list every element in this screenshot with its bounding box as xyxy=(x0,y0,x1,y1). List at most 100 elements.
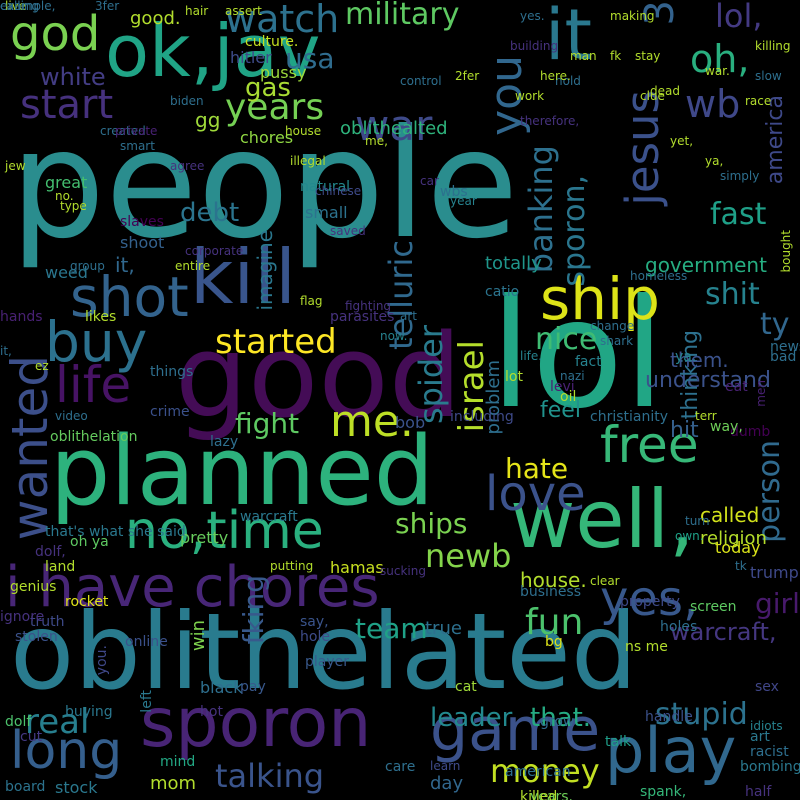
word-157: own. xyxy=(675,529,704,543)
word-70: government xyxy=(645,253,767,277)
word-144: talk xyxy=(605,734,632,750)
word-53: nice xyxy=(535,322,598,357)
word-150: spank, xyxy=(640,784,687,800)
word-8: sporon xyxy=(140,684,372,763)
word-92: religion xyxy=(700,528,767,549)
word-141: bg xyxy=(545,634,563,650)
word-6: kill xyxy=(190,233,296,321)
word-115: board xyxy=(5,779,46,795)
word-178: bought xyxy=(779,230,793,273)
word-127: truth xyxy=(30,614,65,630)
word-106: lazy xyxy=(210,434,239,450)
word-128: rocket xyxy=(65,594,109,610)
word-235: example, xyxy=(0,0,56,13)
word-43: stupid xyxy=(655,697,748,732)
word-21: yes, xyxy=(600,571,699,627)
word-196: type xyxy=(60,199,87,213)
word-140: sex xyxy=(755,679,779,695)
word-148: bombing xyxy=(740,759,800,775)
word-34: lol, xyxy=(715,0,763,35)
word-153: american xyxy=(505,764,571,780)
word-37: white xyxy=(40,63,106,91)
word-198: jew xyxy=(5,159,26,173)
word-16: shot xyxy=(70,265,189,329)
word-223: man xyxy=(570,49,597,63)
word-206: illegal xyxy=(290,154,326,168)
word-193: slaves xyxy=(120,214,164,230)
word-38: america xyxy=(763,95,788,185)
word-5: ok,jav xyxy=(105,9,321,93)
word-52: sporon, xyxy=(557,175,592,287)
word-60: warcraft, xyxy=(670,618,777,646)
word-165: bad xyxy=(770,349,797,365)
word-82: pussy xyxy=(260,63,307,82)
word-69: understand xyxy=(645,368,771,393)
word-222: building xyxy=(510,39,559,53)
word-205: me, xyxy=(365,134,388,148)
word-224: fk xyxy=(610,49,622,63)
word-184: likes xyxy=(85,309,117,325)
word-154: care xyxy=(385,759,416,775)
word-149: half xyxy=(745,784,772,800)
word-100: oh ya xyxy=(70,534,109,550)
word-4: good xyxy=(175,310,462,444)
word-221: control xyxy=(400,74,442,88)
word-176: including xyxy=(450,409,514,425)
word-183: fighting xyxy=(345,299,392,313)
word-199: agree xyxy=(170,159,205,173)
word-101: land xyxy=(45,559,76,575)
word-160: way, xyxy=(710,419,743,435)
word-9: i have chores xyxy=(5,555,380,620)
word-84: oblithealted xyxy=(340,118,448,139)
word-175: lot xyxy=(505,369,523,385)
word-98: that's what she said xyxy=(45,524,186,540)
word-202: private xyxy=(115,124,158,138)
word-105: crime xyxy=(150,404,190,420)
word-81: hitler xyxy=(230,48,272,67)
word-19: life xyxy=(55,356,132,414)
word-131: say, xyxy=(300,614,329,630)
word-194: saved xyxy=(330,224,366,238)
word-41: money xyxy=(490,752,600,790)
word-40: fight xyxy=(235,407,300,440)
word-29: watch xyxy=(225,0,340,41)
word-227: killing xyxy=(755,39,791,53)
word-119: dolf xyxy=(5,714,32,730)
word-181: parasites xyxy=(330,309,395,325)
word-12: game xyxy=(430,695,601,765)
word-209: ya, xyxy=(705,154,724,168)
word-173: change xyxy=(590,319,635,333)
word-167: christianity xyxy=(590,409,669,425)
word-226: war. xyxy=(705,64,730,78)
word-71: totally xyxy=(485,253,542,274)
word-204: house xyxy=(285,124,322,138)
word-172: shark xyxy=(600,334,634,348)
word-66: gas xyxy=(245,73,291,103)
word-116: mind xyxy=(160,754,196,770)
word-111: true xyxy=(425,618,462,639)
word-220: 2fer xyxy=(455,69,480,83)
word-229: making xyxy=(610,9,655,23)
word-137: screen xyxy=(690,599,737,615)
word-170: nazi xyxy=(560,369,585,383)
word-207: car xyxy=(420,174,439,188)
word-218: hold xyxy=(555,74,581,88)
word-166: ya. xyxy=(675,349,697,365)
word-27: me. xyxy=(330,396,414,447)
word-143: grow xyxy=(540,714,575,730)
word-210: simply xyxy=(720,169,760,183)
word-179: art xyxy=(400,309,417,323)
word-55: ty xyxy=(760,307,790,342)
word-145: art xyxy=(750,729,770,745)
word-147: racist xyxy=(750,744,789,760)
word-118: cut xyxy=(20,729,43,745)
word-83: chores xyxy=(240,128,294,147)
word-14: long xyxy=(10,721,123,781)
word-103: genius xyxy=(10,579,57,595)
word-15: ship xyxy=(540,265,660,333)
word-32: oh, xyxy=(690,37,750,81)
word-142: handle xyxy=(645,709,693,725)
word-156: turn xyxy=(685,514,710,528)
word-11: it xyxy=(545,0,592,76)
